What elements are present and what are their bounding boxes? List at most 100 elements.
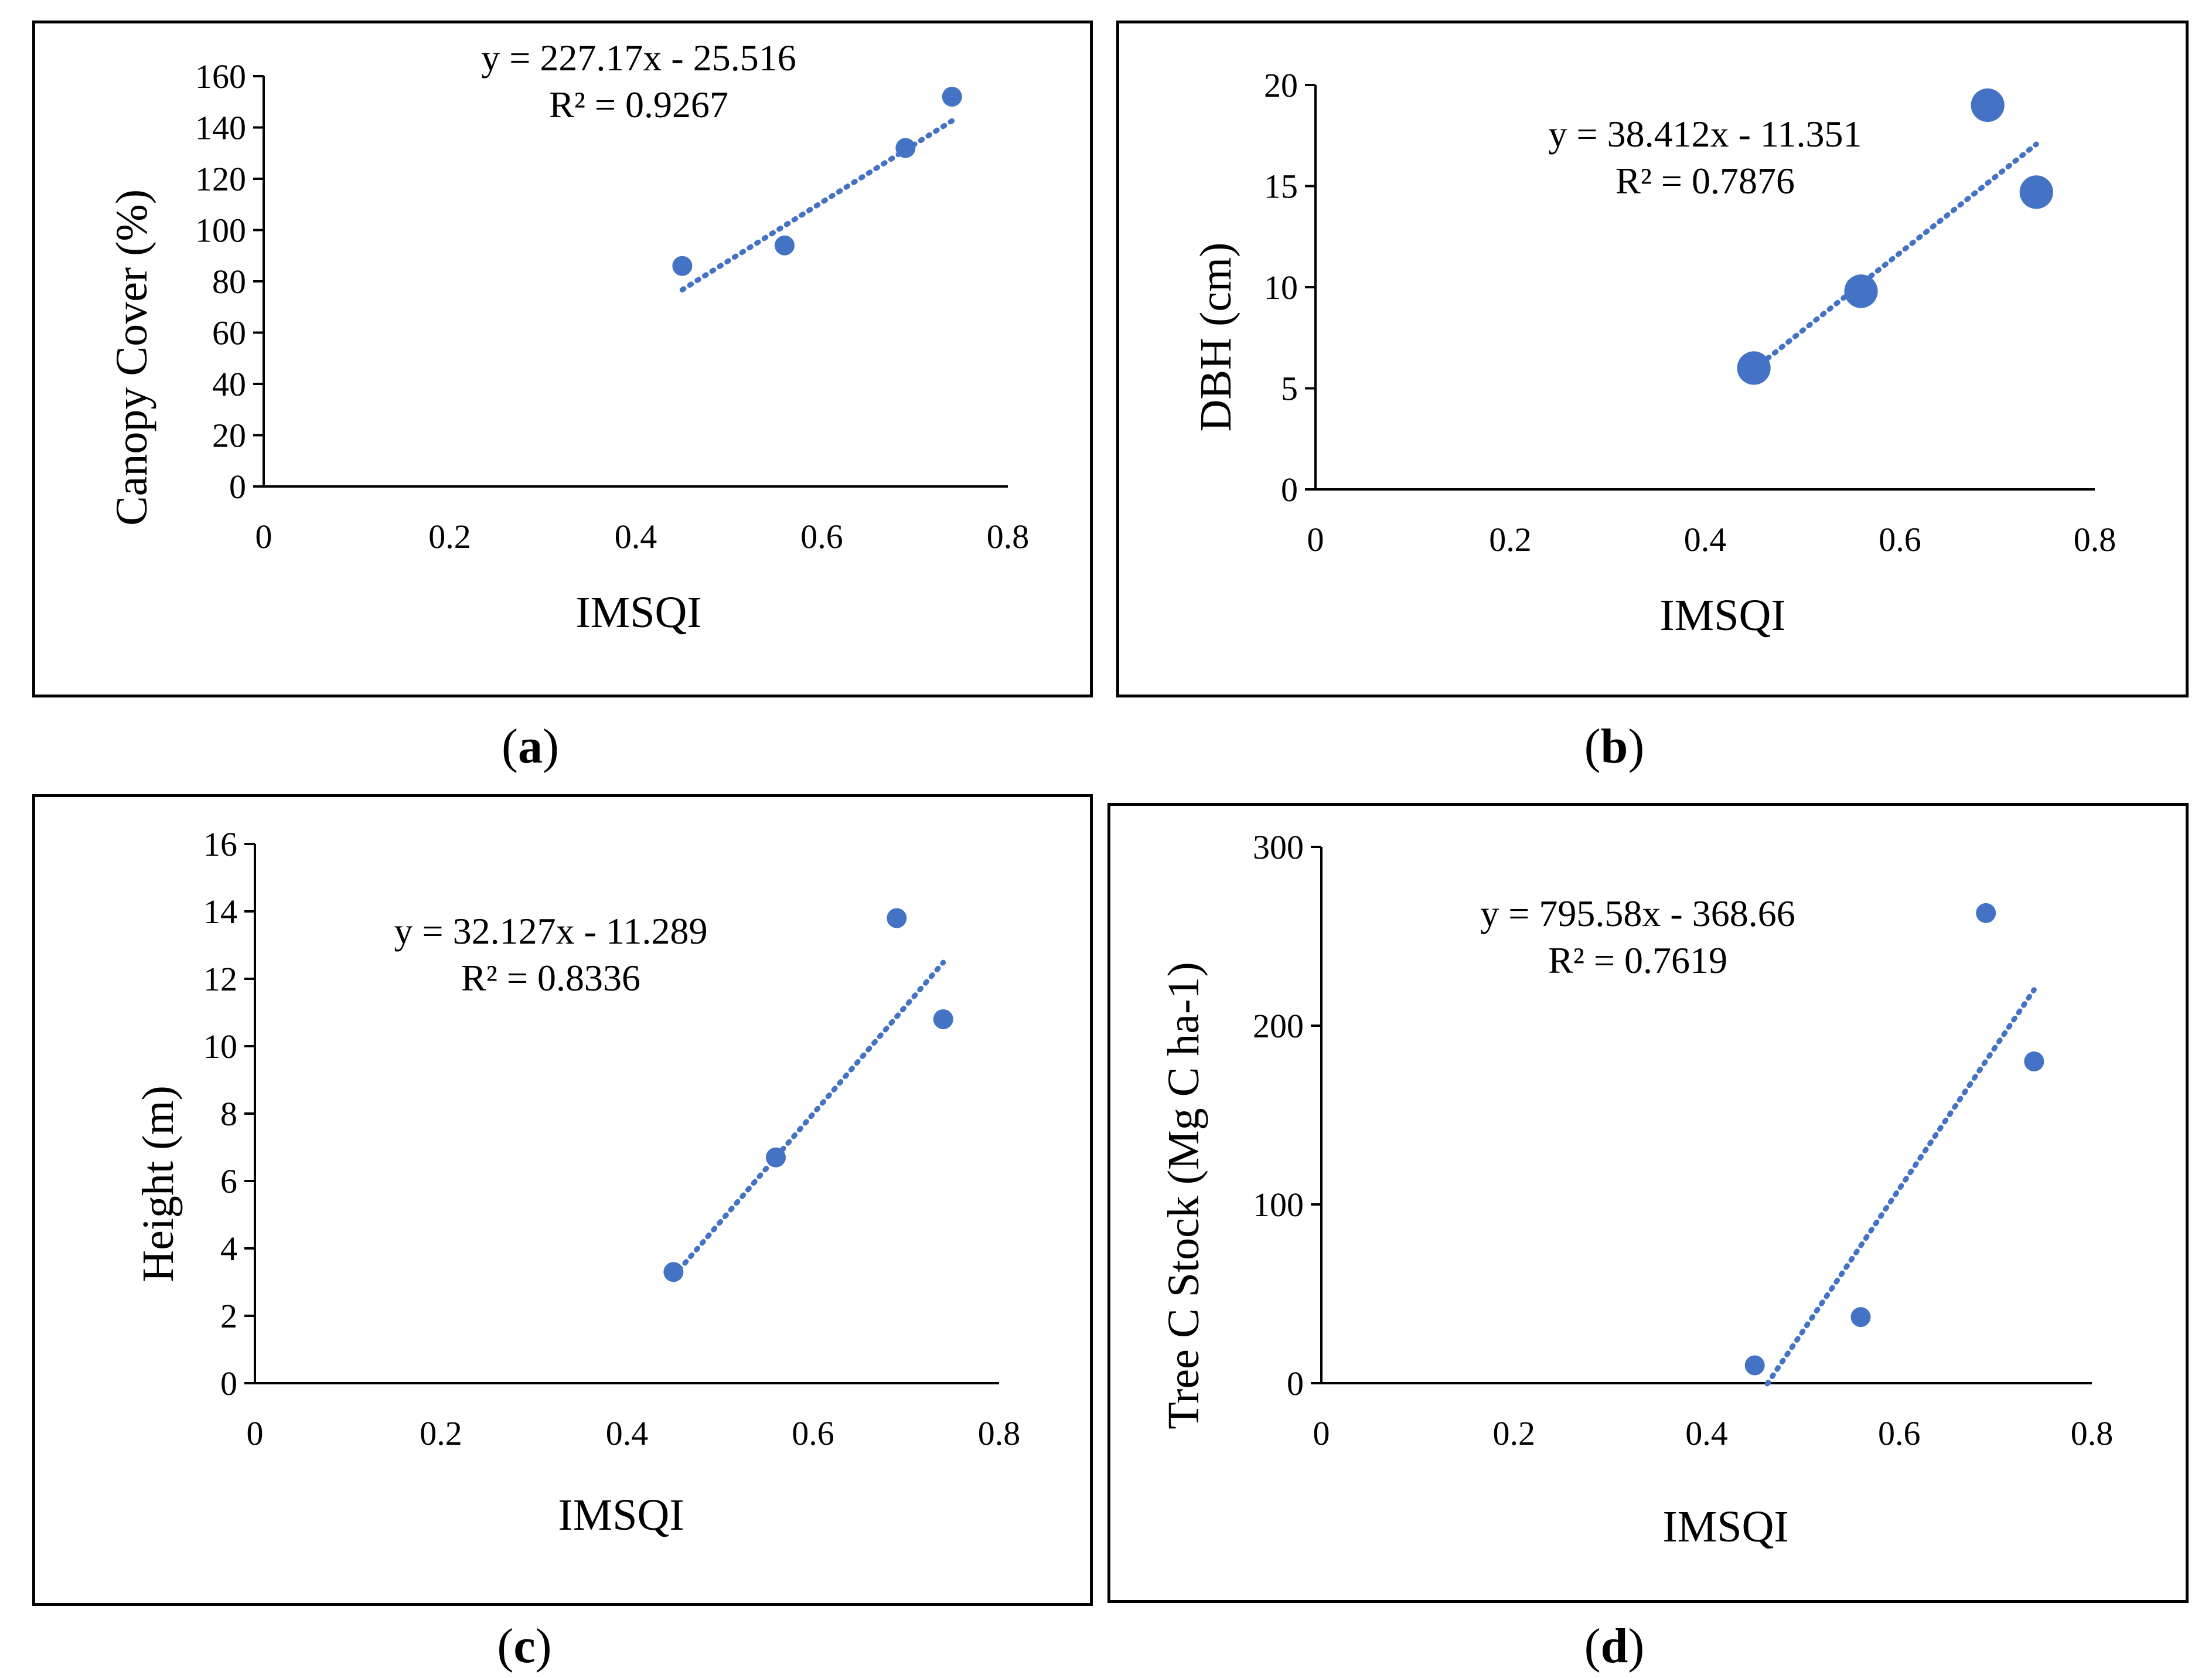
chart-c-xtick-label: 0.4 bbox=[606, 1414, 649, 1452]
chart-b-equation: y = 38.412x - 11.351 bbox=[1548, 113, 1862, 155]
panel-caption-b: (b) bbox=[1584, 719, 1645, 774]
chart-c-data-point bbox=[887, 908, 907, 928]
chart-a-y-ticks: 0 20 40 60 80 100 120 140 160 bbox=[195, 57, 264, 506]
chart-a-xtick-label: 0.8 bbox=[987, 518, 1030, 556]
chart-c-ytick-label: 2 bbox=[220, 1297, 237, 1335]
chart-d-xtick-label: 0.2 bbox=[1493, 1414, 1536, 1452]
chart-b-ytick-label: 0 bbox=[1281, 471, 1298, 509]
chart-a-data-point bbox=[775, 235, 795, 256]
panel-caption-a: (a) bbox=[502, 719, 559, 774]
chart-c-xtick-label: 0.2 bbox=[420, 1414, 462, 1452]
chart-a-x-ticks: 0 0.2 0.4 0.6 0.8 bbox=[255, 518, 1030, 556]
chart-panel-d: 0 100 200 300 0 0.2 0.4 0.6 0.8 y = 795.58x - 3… bbox=[1107, 803, 2189, 1603]
chart-d-data-point bbox=[2024, 1051, 2044, 1071]
chart-c-data-point bbox=[766, 1147, 786, 1168]
panel-caption-b-letter: b bbox=[1600, 719, 1628, 774]
chart-c-x-ticks: 0 0.2 0.4 0.6 0.8 bbox=[247, 1414, 1021, 1452]
chart-a-ytick-label: 120 bbox=[195, 160, 246, 198]
chart-d-points bbox=[1744, 903, 2044, 1376]
chart-a-r2: R² = 0.9267 bbox=[549, 84, 728, 125]
chart-c-xtick-label: 0.8 bbox=[978, 1414, 1021, 1452]
chart-c-y-ticks: 0 2 4 6 8 10 12 14 16 bbox=[203, 825, 255, 1403]
chart-d-trendline-path bbox=[1764, 987, 2037, 1387]
chart-a-xtick-label: 0 bbox=[255, 518, 272, 556]
chart-a-data-point bbox=[672, 256, 693, 276]
chart-panel-a: 0 20 40 60 80 100 120 140 160 0 0.2 0.4 0.6 0.8 y = … bbox=[32, 21, 1093, 697]
chart-b-svg: 0 5 10 15 20 0 0.2 0.4 0.6 0.8 y = 38.412x - 11.… bbox=[1191, 66, 2116, 640]
chart-b-xtick-label: 0.8 bbox=[2074, 520, 2116, 559]
chart-c-data-point bbox=[663, 1262, 684, 1282]
chart-b-ytick-label: 20 bbox=[1264, 66, 1298, 104]
chart-c-ytick-label: 14 bbox=[203, 893, 237, 931]
chart-c-ylabel: Height (m) bbox=[134, 1085, 183, 1282]
chart-c-xlabel: IMSQI bbox=[558, 1490, 684, 1540]
chart-c-xtick-label: 0 bbox=[247, 1414, 264, 1452]
chart-c-ytick-label: 10 bbox=[203, 1027, 237, 1066]
chart-panel-b: 0 5 10 15 20 0 0.2 0.4 0.6 0.8 y = 38.412x - 11.… bbox=[1116, 21, 2189, 697]
chart-a-ytick-label: 0 bbox=[229, 468, 246, 506]
chart-c-ytick-label: 4 bbox=[220, 1230, 237, 1268]
panel-caption-a-letter: a bbox=[518, 719, 543, 774]
chart-b-ytick-label: 10 bbox=[1264, 268, 1298, 307]
chart-d-trendline bbox=[1764, 987, 2037, 1387]
chart-a-xtick-label: 0.4 bbox=[615, 518, 657, 556]
chart-b-data-point bbox=[1971, 88, 2005, 122]
chart-b-r2: R² = 0.7876 bbox=[1615, 160, 1795, 202]
chart-b-xtick-label: 0.6 bbox=[1879, 520, 1921, 559]
chart-d-ytick-label: 300 bbox=[1253, 828, 1304, 866]
chart-d-xtick-label: 0 bbox=[1313, 1414, 1330, 1452]
chart-d-xlabel: IMSQI bbox=[1662, 1502, 1788, 1551]
chart-b-y-ticks: 0 5 10 15 20 bbox=[1264, 66, 1315, 509]
chart-b-trendline bbox=[1751, 141, 2039, 372]
chart-panel-c: 0 2 4 6 8 10 12 14 16 0 0.2 0.4 0.6 0.8 y = 32.127x … bbox=[32, 794, 1093, 1606]
chart-b-data-point bbox=[1844, 274, 1878, 308]
chart-a-xlabel: IMSQI bbox=[575, 588, 701, 637]
chart-d-xtick-label: 0.4 bbox=[1685, 1414, 1728, 1452]
chart-b-xtick-label: 0 bbox=[1307, 520, 1324, 559]
chart-a-ytick-label: 20 bbox=[212, 417, 246, 455]
chart-d-data-point bbox=[1850, 1307, 1871, 1328]
chart-b-data-point bbox=[1737, 351, 1771, 385]
chart-a-xtick-label: 0.2 bbox=[428, 518, 471, 556]
chart-d-svg: 0 100 200 300 0 0.2 0.4 0.6 0.8 y = 795.58x - 3… bbox=[1159, 828, 2114, 1551]
chart-d-x-ticks: 0 0.2 0.4 0.6 0.8 bbox=[1313, 1414, 2114, 1452]
chart-a-equation: y = 227.17x - 25.516 bbox=[481, 37, 796, 79]
chart-b-ylabel: DBH (cm) bbox=[1191, 243, 1240, 432]
chart-a-ytick-label: 100 bbox=[195, 212, 246, 250]
chart-c-trendline bbox=[670, 959, 946, 1279]
chart-c-ytick-label: 16 bbox=[203, 825, 237, 863]
chart-d-ytick-label: 200 bbox=[1253, 1007, 1304, 1045]
chart-b-trendline-path bbox=[1751, 141, 2039, 372]
chart-d-y-ticks: 0 100 200 300 bbox=[1253, 828, 1321, 1403]
chart-a-ytick-label: 140 bbox=[195, 109, 246, 147]
chart-a-ytick-label: 80 bbox=[212, 263, 246, 301]
panel-caption-c-letter: c bbox=[513, 1619, 536, 1673]
chart-a-ylabel: Canopy Cover (%) bbox=[107, 189, 156, 526]
chart-d-r2: R² = 0.7619 bbox=[1548, 940, 1727, 981]
chart-a-xtick-label: 0.6 bbox=[800, 518, 843, 556]
chart-c-ytick-label: 6 bbox=[220, 1162, 237, 1200]
chart-b-xtick-label: 0.2 bbox=[1489, 520, 1532, 559]
chart-d-data-point bbox=[1744, 1355, 1765, 1376]
chart-c-r2: R² = 0.8336 bbox=[461, 957, 640, 999]
chart-c-trendline-path bbox=[670, 959, 946, 1279]
chart-d-data-point bbox=[1976, 903, 1996, 923]
chart-d-xtick-label: 0.8 bbox=[2071, 1414, 2114, 1452]
chart-c-data-point bbox=[933, 1009, 953, 1029]
chart-c-equation: y = 32.127x - 11.289 bbox=[394, 910, 707, 952]
chart-b-ytick-label: 5 bbox=[1281, 370, 1298, 408]
chart-d-ytick-label: 100 bbox=[1253, 1186, 1304, 1224]
chart-b-xtick-label: 0.4 bbox=[1684, 520, 1727, 559]
panel-caption-c: (c) bbox=[497, 1619, 552, 1673]
chart-a-points bbox=[672, 87, 962, 276]
chart-b-data-point bbox=[2019, 175, 2053, 209]
chart-c-points bbox=[663, 908, 953, 1282]
chart-d-equation: y = 795.58x - 368.66 bbox=[1480, 893, 1795, 934]
chart-c-svg: 0 2 4 6 8 10 12 14 16 0 0.2 0.4 0.6 0.8 y = 32.127x … bbox=[134, 825, 1021, 1540]
chart-a-svg: 0 20 40 60 80 100 120 140 160 0 0.2 0.4 0.6 0.8 y = … bbox=[107, 37, 1030, 637]
chart-b-ytick-label: 15 bbox=[1264, 168, 1298, 206]
chart-d-ytick-label: 0 bbox=[1287, 1364, 1304, 1403]
panel-caption-d: (d) bbox=[1584, 1619, 1645, 1673]
chart-b-x-ticks: 0 0.2 0.4 0.6 0.8 bbox=[1307, 520, 2116, 559]
chart-a-ytick-label: 160 bbox=[195, 57, 246, 96]
